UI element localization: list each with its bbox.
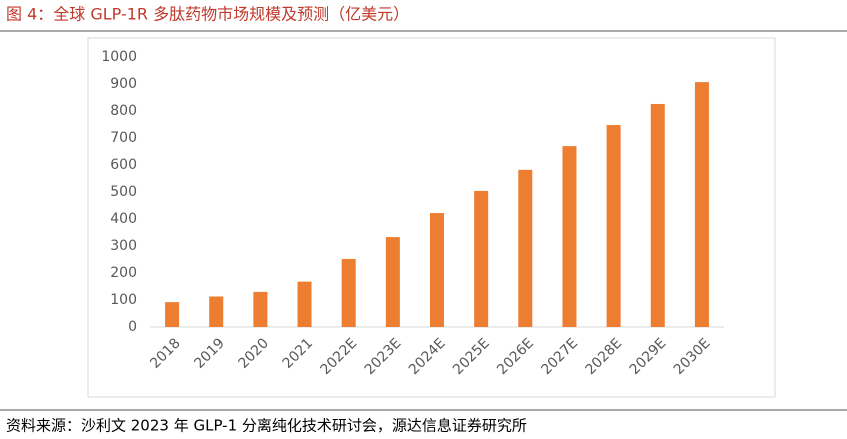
x-tick-label: 2025E	[450, 335, 493, 378]
y-tick-label: 500	[110, 184, 137, 200]
bar	[518, 169, 533, 327]
y-tick-label: 200	[110, 265, 137, 281]
x-tick-label: 2019	[191, 335, 228, 372]
bar	[253, 291, 268, 327]
x-tick-label: 2028E	[583, 335, 626, 378]
bar	[297, 281, 312, 327]
bar	[385, 237, 400, 327]
y-tick-label: 900	[110, 76, 137, 92]
y-tick-label: 100	[110, 292, 137, 308]
bar	[474, 190, 489, 327]
y-tick-label: 400	[110, 211, 137, 227]
bar	[430, 213, 444, 327]
y-tick-label: 300	[110, 238, 137, 254]
y-tick-label: 700	[110, 130, 137, 146]
x-tick-label: 2022E	[318, 335, 361, 378]
x-tick-label: 2029E	[627, 335, 670, 378]
x-tick-label: 2023E	[362, 335, 405, 378]
x-tick-label: 2026E	[494, 335, 537, 378]
bar	[650, 103, 665, 327]
y-tick-label: 0	[128, 319, 137, 335]
chart-title: 图 4：全球 GLP-1R 多肽药物市场规模及预测（亿美元）	[6, 5, 409, 24]
x-tick-label: 2027E	[538, 335, 581, 378]
x-tick-label: 2021	[280, 335, 317, 372]
bar	[606, 125, 621, 327]
x-tick-label: 2024E	[406, 335, 449, 378]
bar	[341, 258, 356, 327]
bar	[165, 302, 180, 327]
x-tick-label: 2020	[236, 335, 273, 372]
x-tick-label: 2030E	[671, 335, 714, 378]
source-note: 资料来源：沙利文 2023 年 GLP-1 分离纯化技术研讨会，源达信息证券研究…	[6, 417, 527, 435]
x-tick-label: 2018	[147, 335, 184, 372]
y-tick-label: 600	[110, 157, 137, 173]
chart-frame	[87, 37, 776, 398]
bar	[562, 146, 577, 327]
y-tick-label: 1000	[101, 49, 137, 65]
bar	[209, 296, 224, 327]
bar	[694, 82, 709, 327]
y-tick-label: 800	[110, 103, 137, 119]
